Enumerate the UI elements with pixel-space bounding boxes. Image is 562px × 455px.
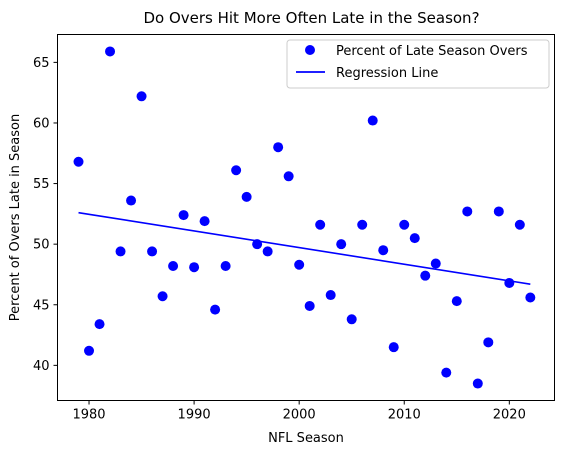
- legend-marker-points: [305, 45, 315, 55]
- data-point: [357, 219, 368, 230]
- data-point: [430, 258, 441, 269]
- x-axis: 1980 1990 2000 2010 2020: [72, 400, 526, 423]
- legend-box: [286, 39, 550, 89]
- data-point: [210, 304, 221, 315]
- data-point: [315, 219, 326, 230]
- data-point: [178, 210, 189, 221]
- data-point: [514, 219, 525, 230]
- data-point: [388, 342, 399, 353]
- data-point: [105, 46, 116, 57]
- y-tick-label: 45: [33, 298, 50, 313]
- chart-title: Do Overs Hit More Often Late in the Seas…: [143, 9, 479, 27]
- data-point: [472, 378, 483, 389]
- y-axis: 40 45 50 55 60 65: [33, 56, 58, 374]
- data-point: [220, 260, 231, 271]
- data-point: [168, 260, 179, 271]
- data-point: [504, 277, 515, 288]
- data-point: [283, 171, 294, 182]
- data-point: [336, 239, 347, 250]
- data-point: [241, 191, 252, 202]
- legend-label-line: Regression Line: [336, 66, 438, 81]
- x-tick-label: 2000: [283, 408, 316, 423]
- data-point: [73, 156, 84, 167]
- data-point: [304, 300, 315, 311]
- legend-label-points: Percent of Late Season Overs: [336, 44, 528, 59]
- legend: Percent of Late Season Overs Regression …: [286, 39, 550, 89]
- data-point: [157, 291, 168, 302]
- y-tick-label: 55: [33, 177, 50, 192]
- plot-frame: [57, 34, 555, 401]
- data-point: [126, 195, 137, 206]
- y-tick-label: 40: [33, 359, 50, 374]
- data-point: [115, 246, 126, 257]
- x-tick-label: 2010: [388, 408, 421, 423]
- data-point: [189, 262, 200, 273]
- data-point: [409, 233, 420, 244]
- data-point: [483, 337, 494, 348]
- data-point: [346, 314, 357, 325]
- data-point: [294, 259, 305, 270]
- data-point: [199, 216, 210, 227]
- data-point: [231, 165, 242, 176]
- x-tick-label: 1990: [178, 408, 211, 423]
- y-tick-label: 65: [33, 56, 50, 71]
- data-point: [399, 219, 410, 230]
- data-point: [378, 245, 389, 256]
- data-point: [441, 367, 452, 378]
- data-point: [147, 246, 158, 257]
- y-tick-label: 60: [33, 116, 50, 131]
- data-point: [525, 292, 536, 303]
- data-point: [136, 91, 147, 102]
- data-point: [420, 270, 431, 281]
- data-point: [325, 290, 336, 301]
- data-point: [493, 206, 504, 217]
- regression-line: [78, 211, 531, 285]
- x-tick-label: 1980: [72, 408, 105, 423]
- y-tick-label: 50: [33, 238, 50, 253]
- plot-area: [73, 46, 536, 389]
- data-point: [462, 206, 473, 217]
- data-point: [94, 319, 105, 330]
- y-axis-label: Percent of Overs Late in Season: [8, 114, 23, 322]
- data-point: [262, 246, 273, 257]
- data-point: [273, 142, 284, 153]
- data-point: [367, 115, 378, 126]
- x-axis-label: NFL Season: [268, 431, 344, 446]
- data-point: [451, 296, 462, 307]
- x-tick-label: 2020: [493, 408, 526, 423]
- data-point: [84, 345, 95, 356]
